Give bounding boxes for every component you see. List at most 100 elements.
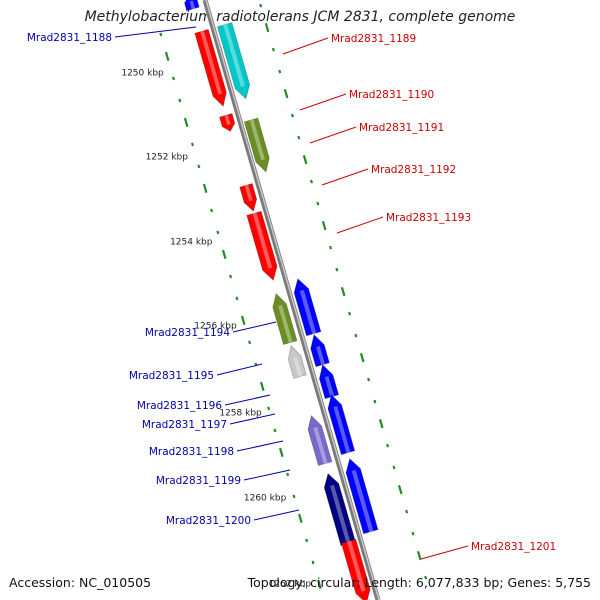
- outer-ruler-tick: [397, 484, 403, 495]
- outer-ruler-tick: [283, 88, 289, 99]
- inner-ruler-tick: [298, 513, 303, 524]
- inner-ruler-tick: [248, 340, 252, 345]
- unlabeled-gene-arrow[interactable]: [219, 113, 236, 132]
- gene-leader-line: [309, 126, 357, 144]
- gene-leader-line: [420, 545, 469, 560]
- inner-ruler-tick: [183, 117, 189, 128]
- gene-label-mrad2831-1198[interactable]: Mrad2831_1198: [149, 446, 234, 458]
- outer-ruler-tick: [386, 443, 390, 448]
- ruler-label: 1258 kbp: [219, 408, 262, 418]
- ruler-label: 1254 kbp: [170, 237, 213, 247]
- outer-ruler-tick: [278, 69, 282, 74]
- gene-arrow-mrad2831-1189[interactable]: [216, 22, 251, 100]
- gene-arrow-mrad2831-1195[interactable]: [287, 344, 307, 379]
- inner-ruler-tick: [178, 98, 182, 103]
- gene-arrow-mrad2831-1197[interactable]: [327, 393, 356, 456]
- gene-label-mrad2831-1197[interactable]: Mrad2831_1197: [142, 419, 227, 431]
- outer-ruler-tick: [405, 509, 409, 514]
- gene-arrow-mrad2831-1188-highlight: [189, 0, 196, 10]
- gene-arrow-mrad2831-1193[interactable]: [246, 210, 278, 282]
- gene-arrow-mrad2831-1194[interactable]: [272, 292, 298, 345]
- inner-ruler-tick: [159, 32, 163, 37]
- gene-arrow-mrad2831-1198[interactable]: [307, 414, 333, 466]
- gene-labels: Mrad2831_1188 Mrad2831_1189 Mrad2831_1190 M…: [27, 26, 556, 560]
- gene-leader-line: [216, 363, 263, 376]
- gene-label-mrad2831-1189[interactable]: Mrad2831_1189: [331, 33, 416, 45]
- outer-ruler-tick: [354, 333, 358, 338]
- gene-label-mrad2831-1188[interactable]: Mrad2831_1188: [27, 32, 112, 44]
- gene-arrow-mrad2831-1201[interactable]: [340, 538, 371, 600]
- gene-label-mrad2831-1192[interactable]: Mrad2831_1192: [371, 164, 456, 176]
- ruler-ticks: 1250 kbp 1252 kbp 1254 kbp 1256 kbp 1258 kbp…: [121, 3, 428, 590]
- inner-ruler-tick: [317, 579, 322, 590]
- gene-arrow-mrad2831-1195-highlight: [293, 357, 303, 377]
- ruler-label: 1262 kbp: [269, 579, 312, 589]
- gene-leader-line: [229, 413, 276, 425]
- outer-ruler-tick: [271, 47, 275, 52]
- gene-arrow-mrad2831-1191[interactable]: [243, 117, 270, 173]
- inner-ruler-tick: [191, 142, 195, 147]
- inner-ruler-tick: [273, 428, 277, 433]
- outer-ruler-tick: [359, 352, 365, 363]
- unlabeled-gene-arrow[interactable]: [293, 277, 322, 337]
- gene-label-mrad2831-1194[interactable]: Mrad2831_1194: [145, 327, 230, 339]
- gene-arrow-mrad2831-1190-highlight: [200, 30, 223, 95]
- gene-arrow-mrad2831-1196[interactable]: [318, 363, 340, 400]
- gene-arrow-mrad2831-1192[interactable]: [239, 183, 258, 213]
- outer-ruler-tick: [416, 550, 422, 561]
- outer-ruler-tick: [424, 575, 428, 580]
- inner-ruler-tick: [286, 472, 290, 477]
- ruler-label: 1250 kbp: [121, 68, 164, 78]
- gene-arrow-mrad2831-1190[interactable]: [194, 28, 227, 108]
- inner-ruler-tick: [171, 76, 175, 81]
- outer-ruler-tick: [321, 220, 327, 231]
- outer-ruler-tick: [297, 135, 301, 140]
- outer-ruler-tick: [348, 311, 352, 316]
- gene-label-mrad2831-1191[interactable]: Mrad2831_1191: [359, 122, 444, 134]
- outer-ruler-tick: [340, 286, 346, 297]
- genome-backbone: [202, 0, 381, 600]
- inner-ruler-tick: [221, 249, 227, 260]
- unlabeled-gene-arrow-highlight: [316, 346, 325, 366]
- inner-ruler-tick: [311, 560, 315, 565]
- inner-ruler-tick: [235, 296, 239, 301]
- unlabeled-gene-arrow-highlight: [299, 289, 317, 335]
- gene-arrow-mrad2831-1192-highlight: [244, 184, 253, 202]
- outer-ruler-tick: [259, 3, 263, 8]
- ruler-label: 1260 kbp: [244, 493, 287, 503]
- outer-ruler-tick: [316, 201, 320, 206]
- inner-ruler-tick: [229, 274, 233, 279]
- inner-ruler-tick: [240, 315, 246, 326]
- outer-ruler-tick: [309, 179, 313, 184]
- gene-arrow-mrad2831-1199[interactable]: [345, 457, 379, 535]
- gene-leader-line: [243, 469, 291, 481]
- genome-backbone-highlight: [205, 0, 380, 600]
- gene-arrow-mrad2831-1196-highlight: [324, 376, 335, 398]
- inner-ruler-tick: [259, 381, 265, 392]
- outer-ruler-tick: [378, 418, 384, 429]
- accession-text: Accession: NC_010505: [9, 575, 152, 590]
- inner-ruler-tick: [279, 447, 284, 458]
- gene-label-mrad2831-1193[interactable]: Mrad2831_1193: [386, 212, 471, 224]
- unlabeled-gene-arrow-highlight: [224, 114, 231, 126]
- outer-ruler-tick: [367, 377, 371, 382]
- gene-label-mrad2831-1201[interactable]: Mrad2831_1201: [471, 541, 556, 553]
- gene-arrow-mrad2831-1198-highlight: [313, 426, 328, 464]
- gene-label-mrad2831-1199[interactable]: Mrad2831_1199: [156, 475, 241, 487]
- outer-ruler-tick: [290, 113, 294, 118]
- gene-leader-line: [236, 440, 284, 452]
- unlabeled-gene-arrow[interactable]: [310, 333, 330, 368]
- gene-label-mrad2831-1196[interactable]: Mrad2831_1196: [137, 400, 222, 412]
- gene-label-mrad2831-1200[interactable]: Mrad2831_1200: [166, 515, 251, 527]
- outer-ruler-tick: [373, 399, 377, 404]
- gene-arrow-mrad2831-1191-highlight: [249, 119, 265, 161]
- gene-arrow-mrad2831-1189-highlight: [223, 23, 245, 88]
- gene-arrow-mrad2831-1201-highlight: [347, 540, 366, 592]
- gene-leader-line: [114, 26, 197, 38]
- gene-label-mrad2831-1195[interactable]: Mrad2831_1195: [129, 370, 214, 382]
- inner-ruler-tick: [292, 494, 296, 499]
- gene-arrow-mrad2831-1188[interactable]: [184, 0, 200, 12]
- gene-leader-line: [336, 216, 384, 234]
- gene-label-mrad2831-1190[interactable]: Mrad2831_1190: [349, 89, 434, 101]
